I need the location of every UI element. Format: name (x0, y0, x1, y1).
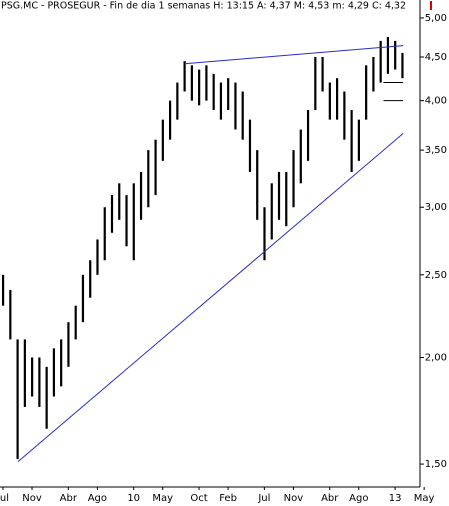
price-bar (336, 78, 339, 120)
x-tick-label: Nov (22, 493, 42, 504)
price-bar (183, 61, 186, 92)
price-bar (89, 260, 92, 298)
price-bar (198, 69, 201, 106)
price-bar (285, 171, 288, 227)
price-bar (263, 207, 266, 261)
title-bg (0, 0, 410, 12)
price-bar (60, 339, 63, 387)
price-bar (118, 183, 121, 220)
price-bar (139, 171, 143, 220)
y-tick-label: 5,00 (425, 13, 447, 24)
price-bar (67, 322, 70, 367)
price-bar (379, 40, 382, 83)
x-tick-label: Ago (88, 493, 107, 504)
price-bar (96, 239, 99, 275)
price-bar (394, 40, 397, 70)
price-bar (205, 65, 208, 101)
icon (430, 1, 432, 10)
price-bar (350, 110, 353, 172)
x-tick-label: Oct (190, 493, 207, 504)
x-tick-label: 13 (389, 493, 402, 504)
price-bar (132, 183, 135, 261)
x-tick-label: May (152, 493, 173, 504)
price-bar (386, 36, 390, 74)
price-bar (125, 195, 128, 247)
price-bar (110, 195, 114, 233)
trend-line (17, 133, 404, 462)
price-bar (306, 110, 310, 161)
price-bar (219, 82, 223, 120)
price-bar (234, 82, 237, 130)
x-tick-label: Ago (349, 493, 368, 504)
y-tick-label: 3,50 (425, 145, 447, 156)
price-bar (74, 305, 77, 340)
price-bar (190, 65, 193, 101)
y-tick-label: 4,50 (425, 52, 447, 63)
price-bar (176, 82, 179, 120)
price-bar (45, 366, 48, 429)
price-bar (38, 357, 41, 407)
price-bar (241, 91, 244, 140)
chart-title: PSG.MC - PROSEGUR - Fin de dia 1 semanas… (1, 1, 406, 12)
price-bar (23, 339, 26, 407)
x-tick-label: Abr (60, 493, 78, 504)
x-tick-label: Jul (0, 493, 9, 504)
x-tick-label: Nov (284, 493, 304, 504)
price-bar (292, 150, 295, 208)
y-tick-label: 2,00 (425, 352, 447, 363)
price-bar (321, 56, 324, 92)
price-bar (365, 65, 368, 120)
price-bar (212, 73, 215, 111)
x-tick-label: 10 (127, 493, 140, 504)
x-tick-label: Abr (321, 493, 339, 504)
price-bar (270, 183, 273, 240)
price-bar (81, 274, 85, 323)
price-bar (343, 91, 346, 140)
price-bar (357, 119, 360, 161)
price-bar (372, 56, 375, 92)
x-tick-label: Feb (219, 493, 237, 504)
y-tick-label: 3,00 (425, 202, 447, 213)
price-bar (147, 150, 150, 208)
price-bar (314, 56, 317, 111)
price-bar (277, 171, 281, 220)
x-tick-label: May (414, 493, 435, 504)
y-tick-label: 4,00 (425, 96, 447, 107)
y-tick-label: 2,50 (425, 270, 447, 281)
y-tick-label: 1,50 (425, 459, 447, 470)
price-bar (52, 348, 56, 397)
price-bar (328, 82, 331, 120)
price-bar (168, 100, 172, 140)
price-bar (227, 78, 230, 111)
price-bar (154, 139, 157, 196)
price-bar (299, 129, 302, 184)
price-bar (401, 52, 404, 79)
price-bar (31, 357, 34, 397)
price-bar (103, 207, 106, 261)
price-bar (1, 274, 5, 306)
price-bar (161, 119, 164, 161)
price-bar (9, 289, 12, 340)
price-bar (16, 339, 19, 460)
trend-line (185, 45, 404, 65)
price-bar (248, 119, 252, 172)
price-bar (256, 150, 259, 220)
x-tick-label: Jul (257, 493, 270, 504)
